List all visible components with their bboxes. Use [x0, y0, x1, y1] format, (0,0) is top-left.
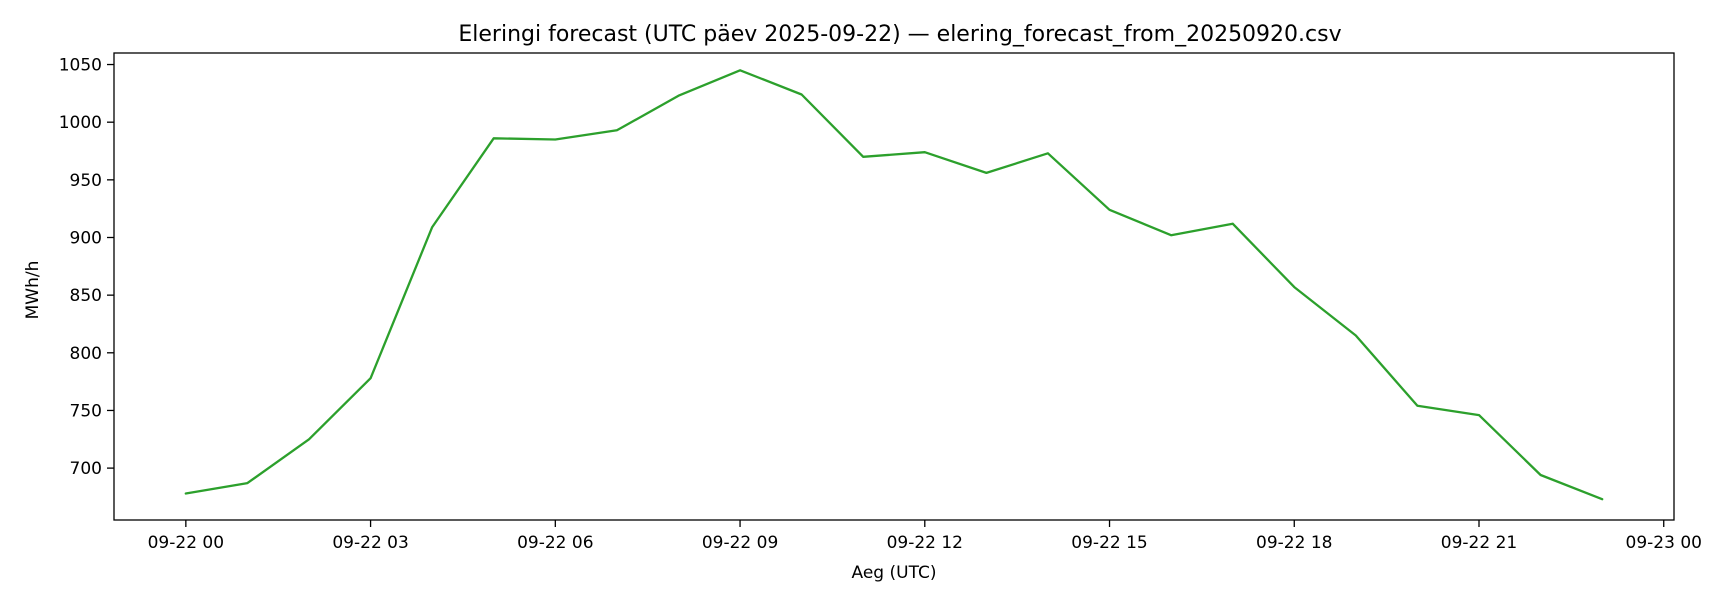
x-tick-label: 09-22 03: [332, 533, 408, 553]
x-tick-label: 09-22 06: [517, 533, 593, 553]
x-tick-label: 09-22 00: [148, 533, 224, 553]
x-tick-label: 09-23 00: [1626, 533, 1702, 553]
x-tick-label: 09-22 12: [887, 533, 963, 553]
y-tick-label: 700: [70, 459, 102, 479]
y-tick-label: 750: [70, 401, 102, 421]
x-tick-label: 09-22 09: [702, 533, 778, 553]
plot-frame: [113, 52, 1675, 521]
x-axis-label: Aeg (UTC): [852, 563, 937, 583]
y-axis: 700 750 800 850 900 950 1000 1050: [59, 56, 114, 479]
y-tick-label: 950: [70, 171, 102, 191]
y-tick-label: 800: [70, 344, 102, 364]
y-tick-label: 1000: [59, 113, 102, 133]
x-axis: 09-22 00 09-22 03 09-22 06 09-22 09 09-22 12…: [148, 520, 1702, 553]
y-tick-label: 900: [70, 228, 102, 248]
series-line: [184, 69, 1604, 501]
x-tick-label: 09-22 18: [1256, 533, 1332, 553]
chart-title: Eleringi forecast (UTC päev 2025-09-22) …: [458, 22, 1341, 47]
y-axis-label: MWh/h: [23, 261, 43, 320]
plot-area: [184, 69, 1604, 501]
y-tick-label: 850: [70, 286, 102, 306]
x-tick-label: 09-22 21: [1441, 533, 1517, 553]
y-tick-label: 1050: [59, 56, 102, 76]
x-tick-label: 09-22 15: [1071, 533, 1147, 553]
